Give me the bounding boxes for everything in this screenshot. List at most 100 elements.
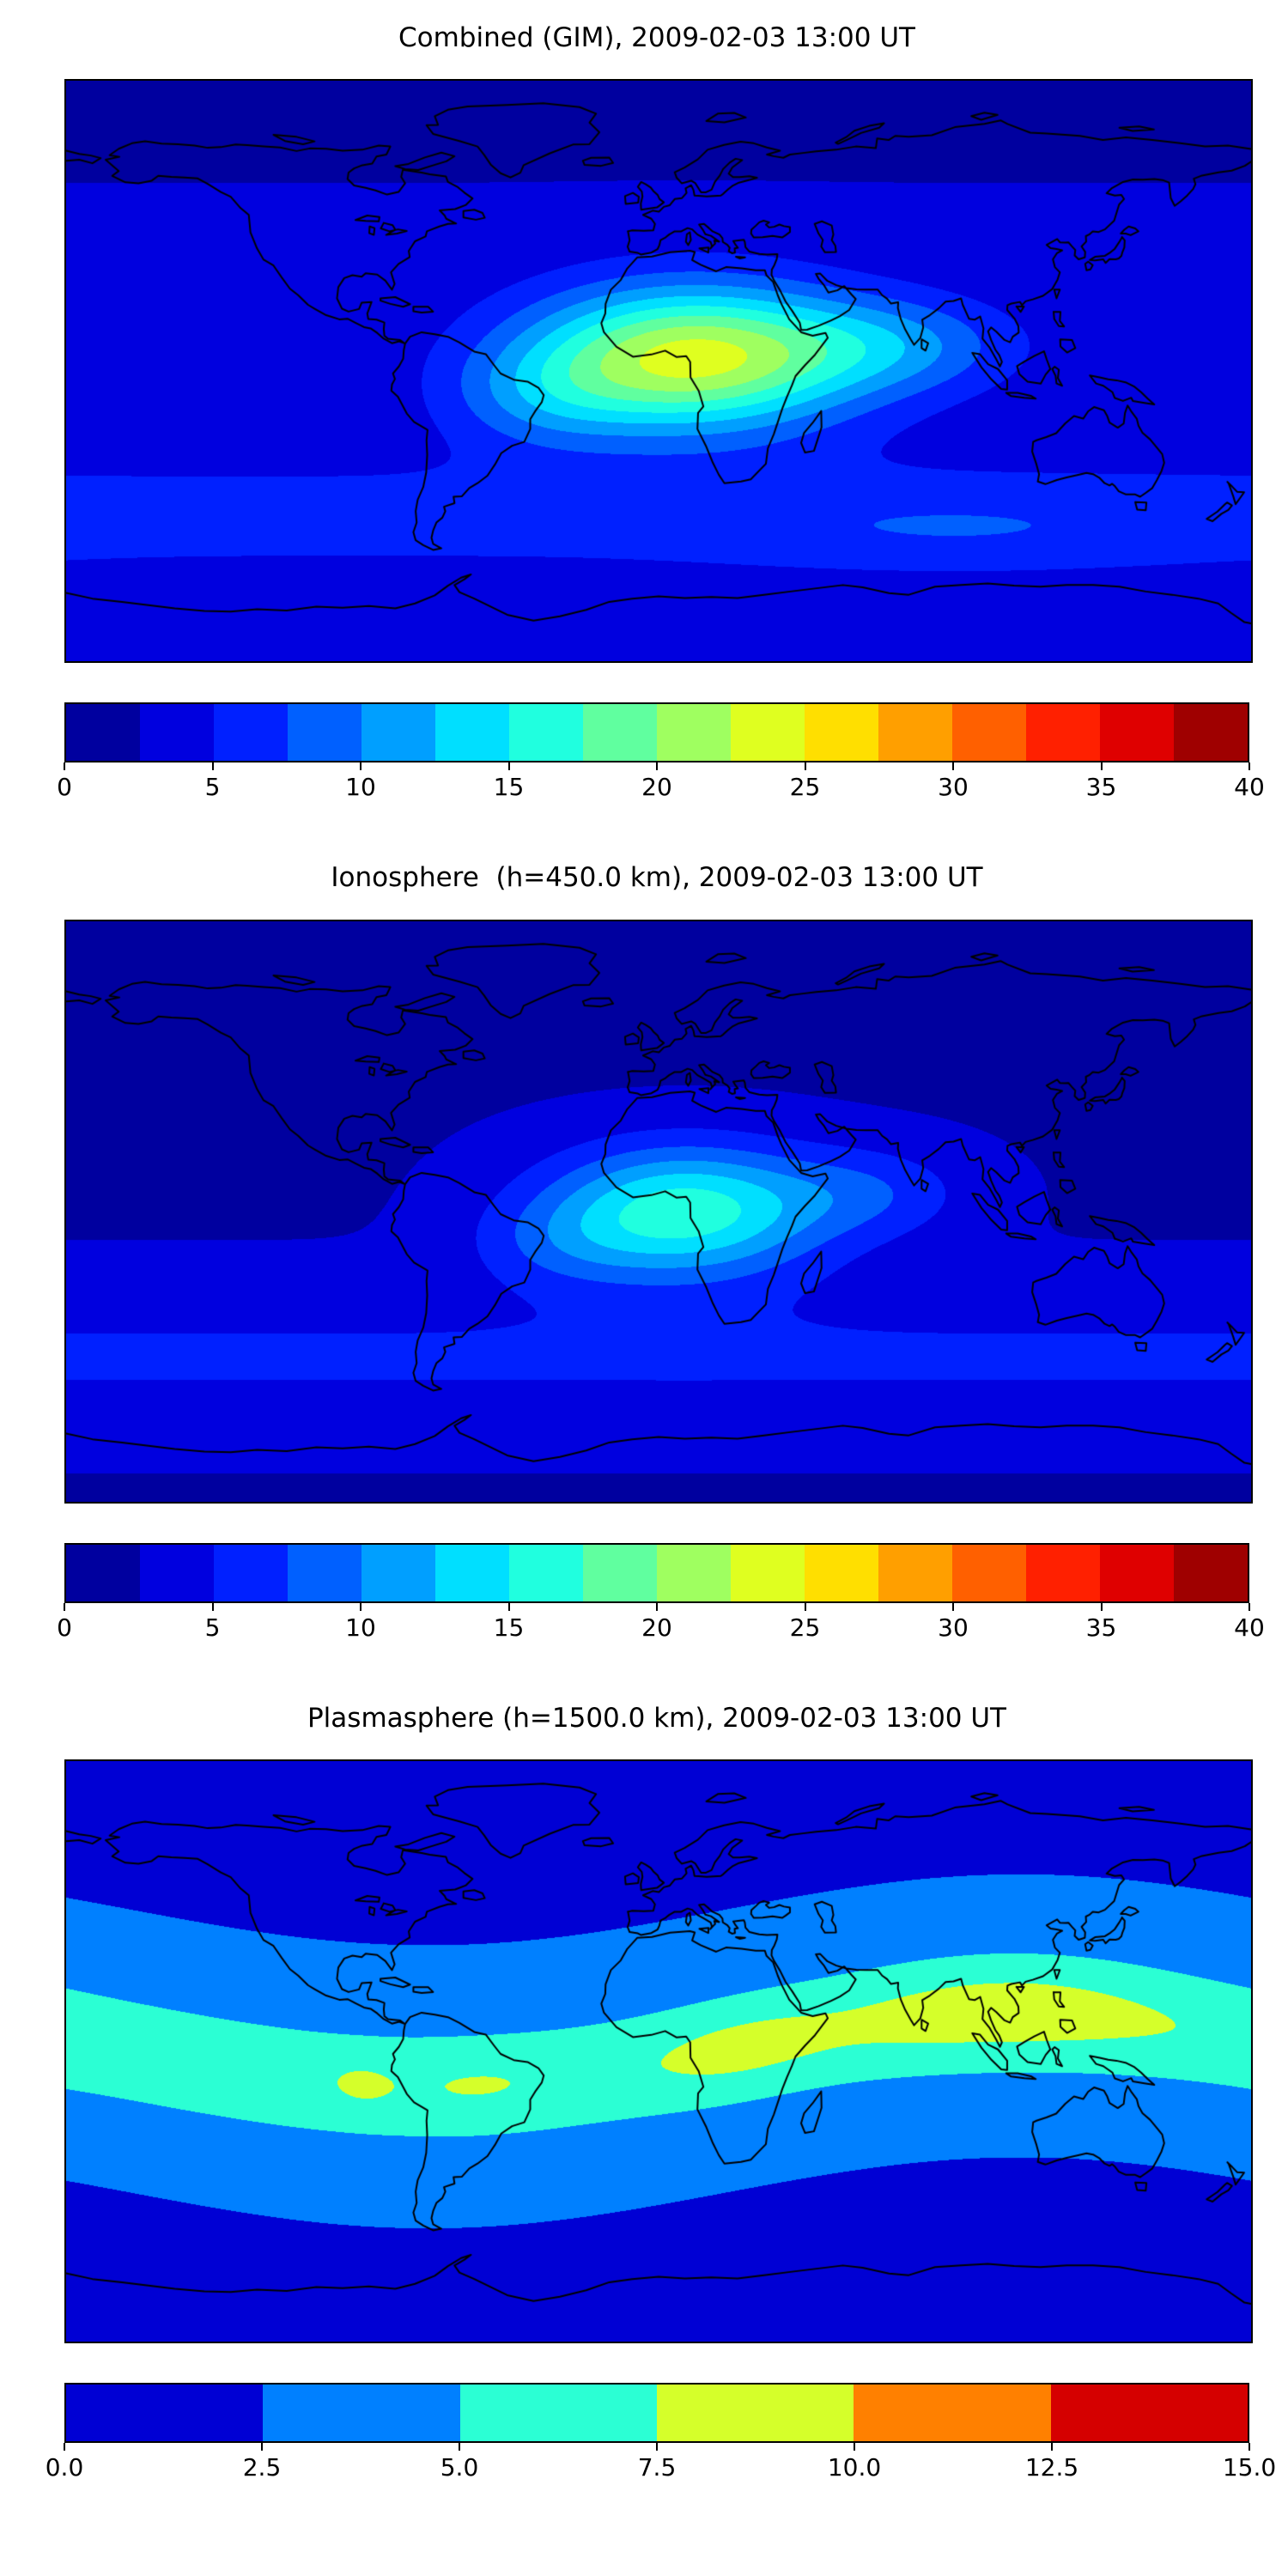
colorbar-tick-mark — [1249, 2442, 1250, 2451]
colorbar-tick-mark — [211, 762, 214, 771]
panel-ionosphere: Ionosphere (h=450.0 km), 2009-02-03 13:0… — [57, 860, 1265, 1648]
colorbar-tick-label: 12.5 — [1024, 2452, 1079, 2482]
colorbar-tick-mark — [656, 762, 658, 771]
colorbar-tick-label: 5 — [204, 1613, 221, 1642]
colorbar-tick-label: 25 — [789, 773, 821, 802]
colorbar-tick-label: 20 — [641, 1613, 672, 1642]
colorbar-segment — [1026, 704, 1100, 762]
colorbar-tick-mark — [64, 1602, 65, 1611]
colorbar-tick-mark — [360, 1602, 361, 1611]
colorbar-segment — [214, 1544, 288, 1601]
colorbar-tick-label: 0 — [57, 1613, 72, 1642]
colorbar-segment — [263, 2384, 460, 2441]
colorbar-tick-mark — [1100, 1602, 1103, 1611]
colorbar-tick-mark — [952, 1602, 954, 1611]
colorbar-tick-label: 5 — [204, 773, 221, 802]
colorbar-segment — [435, 1544, 509, 1601]
colorbar-tick-label: 25 — [789, 1613, 821, 1642]
colorbar-tick-mark — [64, 762, 65, 771]
colorbar-tick-label: 15 — [493, 773, 525, 802]
colorbar-tick-mark — [656, 2442, 658, 2451]
colorbar-tick-mark — [854, 2442, 855, 2451]
colorbar-tick-mark — [64, 2442, 65, 2451]
colorbar-tick-mark — [656, 1602, 658, 1611]
colorbar-segment — [288, 704, 361, 762]
colorbar-tick-label: 15 — [493, 1613, 525, 1642]
colorbar-segment — [731, 704, 805, 762]
colorbar-tick-mark — [459, 2442, 460, 2451]
colorbar-tick-label: 15.0 — [1222, 2452, 1277, 2482]
colorbar-ticks-ionosphere: 0 5 10 15 20 25 30 35 40 — [57, 1602, 1265, 1648]
colorbar-segment — [509, 1544, 583, 1601]
colorbar-ticks-combined-gim: 0 5 10 15 20 25 30 35 40 — [57, 762, 1265, 807]
panel-title-combined: Combined (GIM), 2009-02-03 13:00 UT — [398, 22, 915, 53]
colorbar-segment — [952, 704, 1026, 762]
colorbar-segment — [435, 704, 509, 762]
colorbar-segment — [140, 704, 214, 762]
colorbar-ticks-plasmasphere: 0.0 2.5 5.0 7.5 10.0 12.5 15.0 — [46, 2442, 1276, 2488]
colorbar-tick-mark — [804, 1602, 806, 1611]
colorbar-segment — [1174, 704, 1248, 762]
colorbar-tick-label: 35 — [1085, 1613, 1117, 1642]
colorbar-segment — [361, 704, 435, 762]
colorbar-segment — [214, 704, 288, 762]
colorbar-segment — [583, 1544, 657, 1601]
map-canvas-combined-gim — [64, 79, 1253, 664]
colorbar-tick-label: 2.5 — [242, 2452, 282, 2482]
panel-title-plasmasphere: Plasmasphere (h=1500.0 km), 2009-02-03 1… — [307, 1702, 1006, 1734]
colorbar-segment — [952, 1544, 1026, 1601]
colorbar-ionosphere — [64, 1542, 1249, 1603]
colorbar-tick-label: 40 — [1234, 1613, 1265, 1642]
colorbar-segment — [1174, 1544, 1248, 1601]
panel-title-ionosphere: Ionosphere (h=450.0 km), 2009-02-03 13:0… — [331, 862, 983, 894]
colorbar-segment — [805, 1544, 878, 1601]
colorbar-segment — [459, 2384, 657, 2441]
colorbar-segment — [878, 704, 952, 762]
colorbar-tick-label: 30 — [938, 1613, 969, 1642]
colorbar-segment — [805, 704, 878, 762]
colorbar-segment — [66, 704, 140, 762]
colorbar-tick-label: 0 — [57, 773, 72, 802]
colorbar-tick-label: 10.0 — [827, 2452, 882, 2482]
colorbar-tick-mark — [1249, 762, 1250, 771]
colorbar-segment — [361, 1544, 435, 1601]
colorbar-segment — [66, 1544, 140, 1601]
colorbar-tick-label: 20 — [641, 773, 672, 802]
colorbar-segment — [854, 2384, 1051, 2441]
colorbar-tick-mark — [360, 762, 361, 771]
colorbar-tick-mark — [1249, 1602, 1250, 1611]
colorbar-segment — [731, 1544, 805, 1601]
colorbar-segment — [1100, 1544, 1174, 1601]
panel-combined-gim: Combined (GIM), 2009-02-03 13:00 UT 0 5 10… — [57, 21, 1265, 807]
colorbar-segment — [878, 1544, 952, 1601]
colorbar-segment — [657, 1544, 731, 1601]
colorbar-tick-mark — [1051, 2442, 1053, 2451]
panel-plasmasphere: Plasmasphere (h=1500.0 km), 2009-02-03 1… — [46, 1701, 1276, 2488]
colorbar-segment — [657, 704, 731, 762]
colorbar-tick-mark — [211, 1602, 214, 1611]
colorbar-segment — [583, 704, 657, 762]
tec-maps-figure: Combined (GIM), 2009-02-03 13:00 UT 0 5 10… — [46, 21, 1276, 2488]
colorbar-tick-label: 10 — [345, 1613, 376, 1642]
colorbar-segment — [140, 1544, 214, 1601]
colorbar-tick-label: 30 — [938, 773, 969, 802]
colorbar-segment — [1100, 704, 1174, 762]
colorbar-segment — [66, 2384, 264, 2441]
colorbar-plasmasphere — [64, 2382, 1249, 2443]
colorbar-tick-label: 0.0 — [45, 2452, 84, 2482]
colorbar-tick-mark — [952, 762, 954, 771]
colorbar-segment — [656, 2384, 854, 2441]
colorbar-tick-mark — [804, 762, 806, 771]
map-canvas-plasmasphere — [64, 1759, 1253, 2343]
colorbar-tick-mark — [261, 2442, 263, 2451]
colorbar-tick-mark — [507, 1602, 510, 1611]
colorbar-combined-gim — [64, 702, 1249, 763]
colorbar-tick-label: 5.0 — [440, 2452, 479, 2482]
colorbar-segment — [1050, 2384, 1248, 2441]
colorbar-tick-label: 40 — [1234, 773, 1265, 802]
map-canvas-ionosphere — [64, 919, 1253, 1504]
colorbar-segment — [509, 704, 583, 762]
colorbar-tick-label: 7.5 — [637, 2452, 677, 2482]
colorbar-tick-label: 35 — [1085, 773, 1117, 802]
colorbar-segment — [1026, 1544, 1100, 1601]
